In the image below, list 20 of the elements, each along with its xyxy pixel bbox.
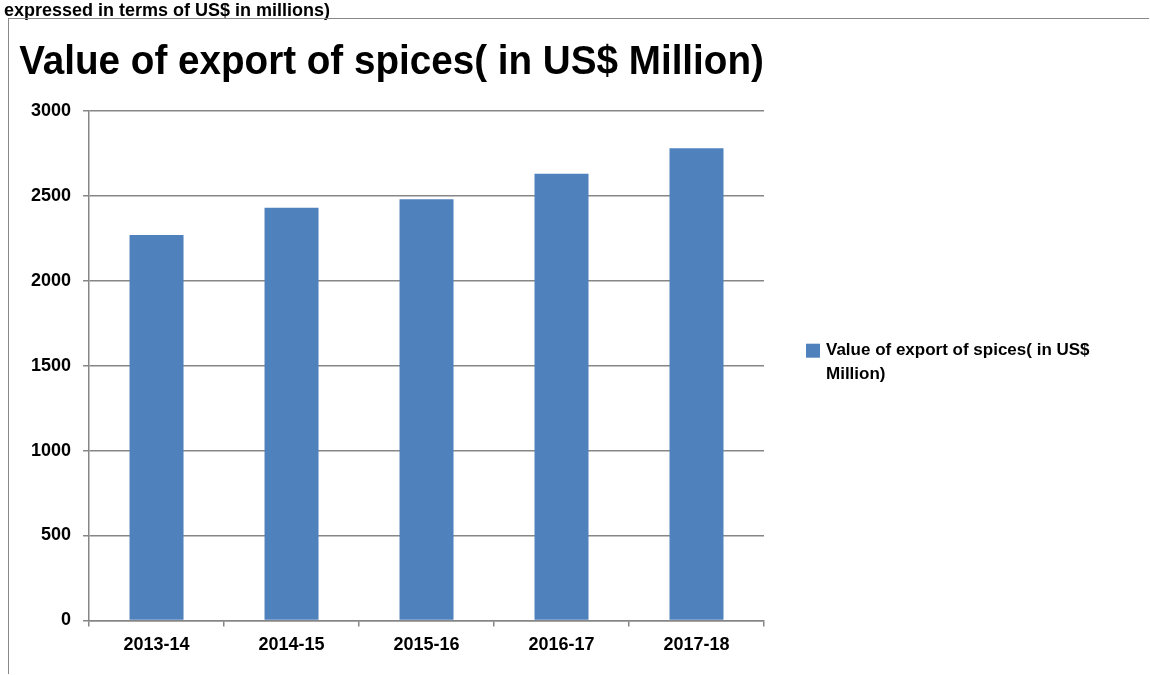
x-tick-label: 2013-14	[123, 634, 190, 655]
x-tick-label: 2014-15	[258, 634, 325, 655]
bar	[264, 207, 319, 620]
x-tick-label: 2016-17	[528, 634, 595, 655]
y-tick-label: 2500	[31, 184, 72, 205]
legend-label: Value of export of spices( in US$ Million)	[826, 340, 1091, 384]
y-tick-label: 0	[61, 609, 72, 630]
bar	[534, 173, 589, 620]
text: expressed in terms of US$ in millions)	[4, 0, 331, 20]
x-tick-label: 2015-16	[393, 634, 460, 655]
bar	[399, 199, 454, 620]
y-tick-label: 1500	[31, 354, 72, 375]
y-tick-label: 1000	[31, 439, 72, 460]
bar	[129, 234, 184, 620]
y-tick-label: 500	[41, 524, 72, 545]
x-tick-label: 2017-18	[663, 634, 730, 655]
y-tick-label: 3000	[31, 99, 72, 120]
chart-title: Value of export of spices( in US$ Million)	[19, 37, 764, 83]
y-tick-label: 2000	[31, 269, 72, 290]
bar	[669, 148, 724, 620]
